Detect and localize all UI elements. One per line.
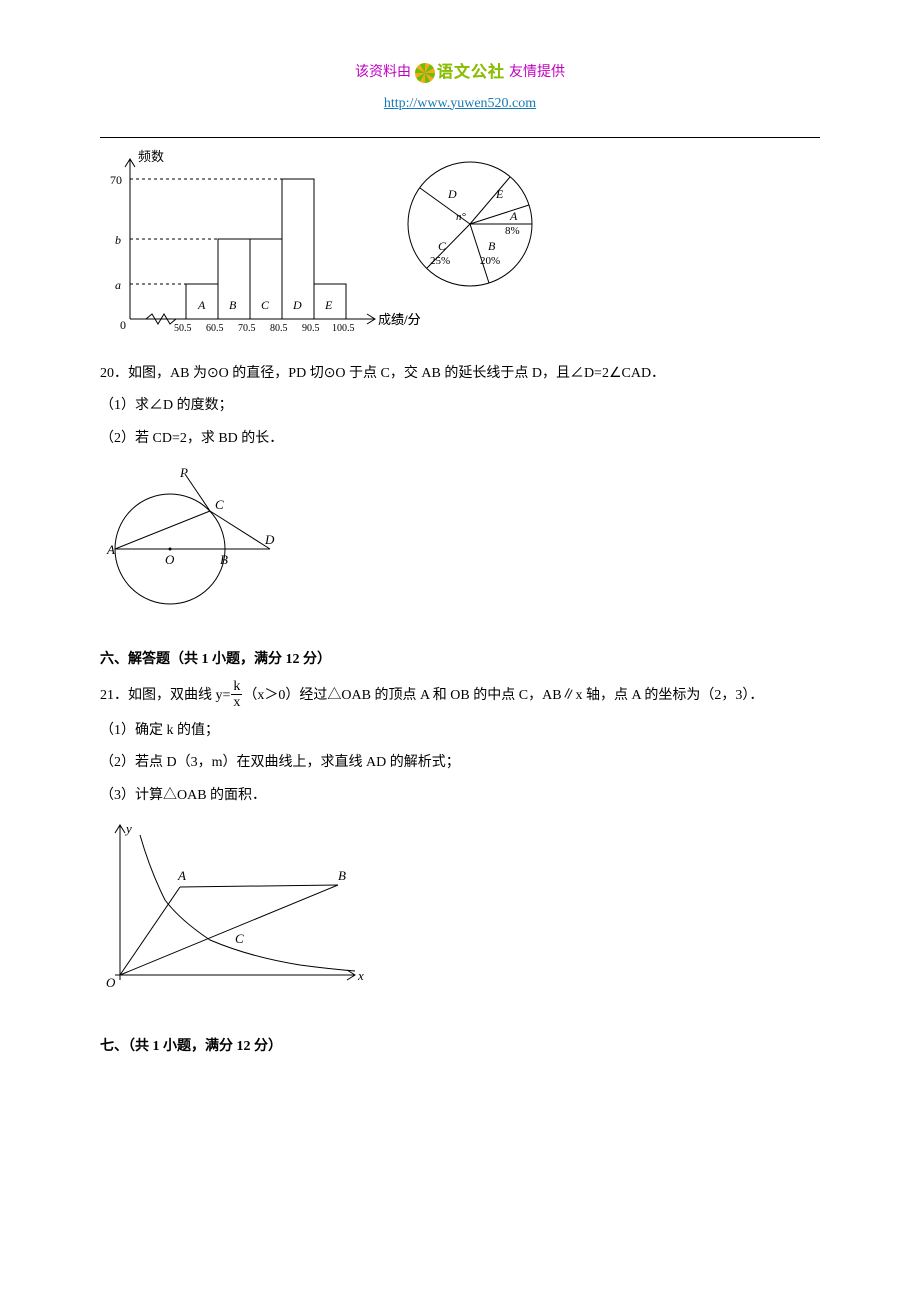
site-logo: 语文公社	[415, 62, 505, 84]
header-right-text: 友情提供	[509, 60, 565, 87]
q21-part2: （2）若点 D（3，m）在双曲线上，求直线 AD 的解析式；	[100, 750, 820, 777]
q21-diagram: O y x A B C	[100, 815, 370, 995]
svg-text:D: D	[447, 187, 457, 201]
svg-text:b: b	[115, 233, 121, 247]
header-url[interactable]: http://www.yuwen520.com	[100, 91, 820, 118]
section-6-title: 六、解答题（共 1 小题，满分 12 分）	[100, 647, 820, 674]
question-20: 20．如图，AB 为⊙O 的直径，PD 切⊙O 于点 C，交 AB 的延长线于点…	[100, 361, 820, 619]
svg-text:20%: 20%	[480, 255, 500, 267]
svg-text:25%: 25%	[430, 255, 450, 267]
header-left-text: 该资料由	[355, 60, 411, 87]
svg-text:y: y	[124, 821, 132, 836]
q20-diagram: A O B D C P	[100, 459, 280, 609]
q21-part3: （3）计算△OAB 的面积．	[100, 783, 820, 810]
svg-text:100.5: 100.5	[332, 323, 355, 334]
svg-text:A: A	[197, 298, 206, 312]
svg-text:C: C	[215, 497, 224, 512]
svg-text:n°: n°	[456, 211, 467, 223]
svg-text:B: B	[229, 298, 237, 312]
svg-text:A: A	[106, 542, 115, 557]
q21-stem: 21．如图，双曲线 y=kx（x＞0）经过△OAB 的顶点 A 和 OB 的中点…	[100, 680, 820, 712]
svg-text:50.5: 50.5	[174, 323, 192, 334]
svg-text:B: B	[488, 239, 496, 253]
svg-text:80.5: 80.5	[270, 323, 288, 334]
svg-text:60.5: 60.5	[206, 323, 224, 334]
svg-text:C: C	[261, 298, 270, 312]
svg-text:D: D	[264, 532, 275, 547]
svg-text:C: C	[438, 239, 447, 253]
svg-text:70: 70	[110, 173, 122, 187]
page-header: 该资料由 语文公社 友情提供 http://www.yuwen520.com	[100, 60, 820, 117]
svg-text:B: B	[220, 552, 228, 567]
q20-part2: （2）若 CD=2，求 BD 的长．	[100, 426, 820, 453]
fraction-k-over-x: kx	[231, 679, 242, 711]
section-7-title: 七、（共 1 小题，满分 12 分）	[100, 1034, 820, 1061]
logo-text: 语文公社	[437, 58, 505, 88]
svg-text:P: P	[179, 465, 188, 480]
stats-figures: 频数 成绩/分 70 b a 0 A B C	[100, 144, 820, 355]
logo-swirl-icon	[415, 63, 435, 83]
q20-stem: 20．如图，AB 为⊙O 的直径，PD 切⊙O 于点 C，交 AB 的延长线于点…	[100, 361, 820, 388]
q20-part1: （1）求∠D 的度数；	[100, 393, 820, 420]
question-21: 21．如图，双曲线 y=kx（x＞0）经过△OAB 的顶点 A 和 OB 的中点…	[100, 680, 820, 1006]
histogram-and-pie-svg: 频数 成绩/分 70 b a 0 A B C	[100, 144, 540, 344]
q21-part1: （1）确定 k 的值；	[100, 718, 820, 745]
svg-text:频数: 频数	[138, 149, 164, 164]
separator-line	[100, 137, 820, 138]
svg-text:A: A	[509, 209, 518, 223]
svg-text:B: B	[338, 868, 346, 883]
svg-text:x: x	[357, 968, 364, 983]
svg-text:O: O	[106, 975, 116, 990]
svg-text:A: A	[177, 868, 186, 883]
svg-text:D: D	[292, 298, 302, 312]
svg-text:8%: 8%	[505, 225, 520, 237]
svg-text:成绩/分: 成绩/分	[378, 312, 421, 327]
svg-text:70.5: 70.5	[238, 323, 256, 334]
svg-text:O: O	[165, 552, 175, 567]
svg-text:E: E	[495, 187, 504, 201]
svg-text:90.5: 90.5	[302, 323, 320, 334]
svg-text:E: E	[324, 298, 333, 312]
svg-text:0: 0	[120, 318, 126, 332]
header-line-1: 该资料由 语文公社 友情提供	[100, 60, 820, 87]
svg-text:C: C	[235, 931, 244, 946]
svg-text:a: a	[115, 278, 121, 292]
